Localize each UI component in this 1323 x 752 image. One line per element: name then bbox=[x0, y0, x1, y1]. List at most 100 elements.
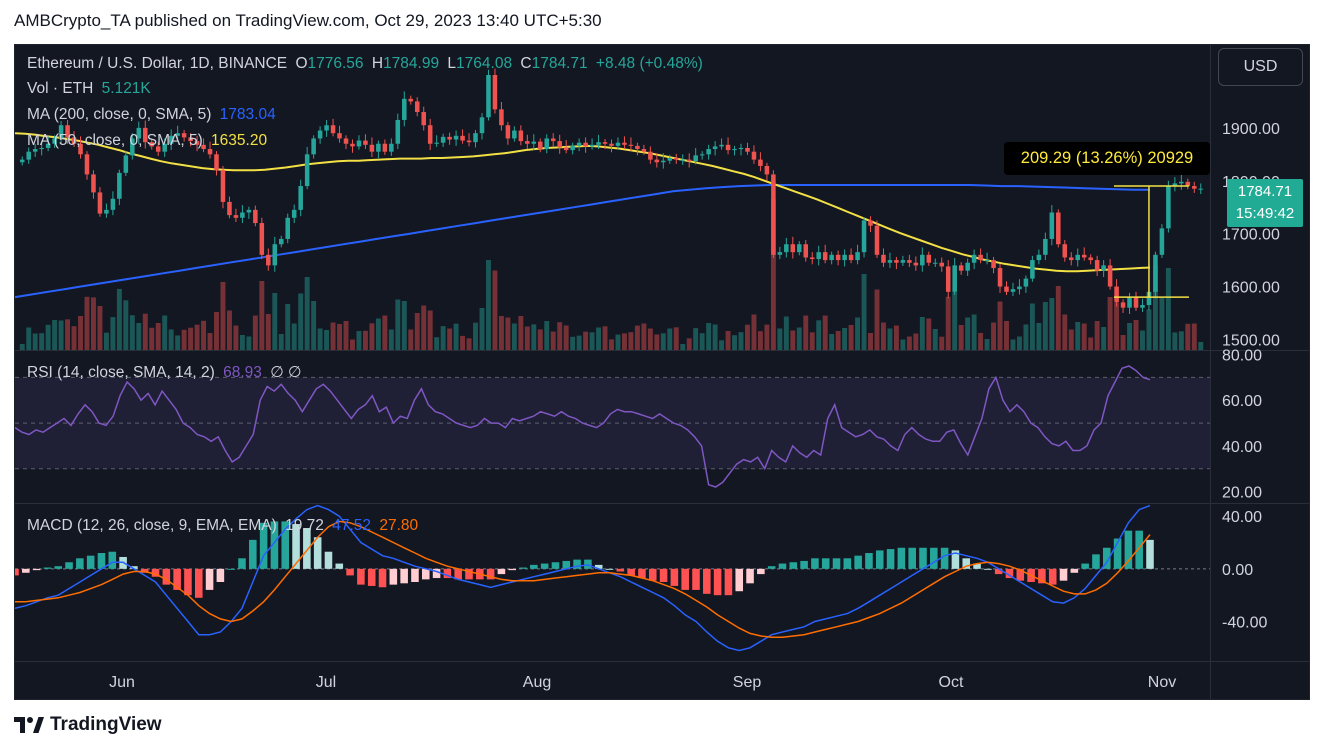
volume-bar bbox=[375, 318, 381, 350]
candle-body bbox=[965, 262, 970, 271]
volume-bar bbox=[861, 274, 867, 350]
candle-body bbox=[1030, 260, 1035, 279]
chart-frame[interactable]: 1900.001800.001700.001600.001500.0080.00… bbox=[14, 44, 1310, 700]
candle-body bbox=[900, 260, 906, 263]
candle-body bbox=[1062, 244, 1068, 258]
volume-bar bbox=[906, 336, 912, 350]
macd-histogram-bar bbox=[324, 551, 333, 569]
macd-histogram-bar bbox=[76, 558, 84, 569]
volume-bar bbox=[842, 328, 848, 350]
candle-body bbox=[758, 159, 763, 166]
candle-body bbox=[784, 244, 789, 253]
macd-histogram-bar bbox=[930, 547, 938, 569]
candle-body bbox=[725, 144, 731, 151]
candle-body bbox=[220, 170, 226, 202]
macd-histogram-bar bbox=[1081, 563, 1089, 569]
ma50-label: MA (50, close, 0, SMA, 5) bbox=[27, 132, 203, 149]
candle-body bbox=[693, 155, 698, 162]
macd-histogram-bar bbox=[692, 568, 700, 590]
currency-button[interactable]: USD bbox=[1218, 48, 1303, 86]
candle-body bbox=[1056, 212, 1061, 245]
candle-body bbox=[1023, 278, 1029, 287]
volume-bar bbox=[777, 328, 783, 350]
candle-body bbox=[65, 125, 70, 138]
volume-bar bbox=[486, 260, 491, 350]
candle-body bbox=[829, 254, 834, 261]
volume-bar bbox=[958, 325, 964, 350]
volume-bar bbox=[602, 326, 608, 350]
macd-histogram-bar bbox=[227, 568, 235, 570]
candle-body bbox=[1133, 297, 1139, 308]
ma50-line bbox=[15, 132, 1151, 273]
candle-body bbox=[52, 138, 57, 144]
volume-bar bbox=[874, 289, 880, 350]
tradingview-logo[interactable]: TradingView bbox=[14, 714, 162, 736]
macd-histogram-bar bbox=[540, 563, 549, 569]
candle-body bbox=[499, 109, 504, 126]
macd-histogram-bar bbox=[670, 568, 679, 586]
candle-body bbox=[71, 137, 77, 144]
candle-body bbox=[427, 125, 433, 144]
volume-bar bbox=[1107, 297, 1113, 350]
volume-bar bbox=[952, 292, 958, 350]
candle-body bbox=[337, 133, 342, 139]
macd-histogram-bar bbox=[1070, 568, 1079, 573]
macd-legend: MACD (12, 26, close, 9, EMA, EMA) 19.72 … bbox=[27, 517, 422, 535]
macd-histogram-bar bbox=[703, 568, 711, 594]
macd-histogram-bar bbox=[238, 558, 246, 569]
macd-histogram-bar bbox=[86, 555, 95, 569]
rsi-value: 68.93 bbox=[223, 364, 262, 381]
candle-body bbox=[667, 158, 673, 161]
rsi-line bbox=[15, 365, 1151, 488]
macd-histogram-bar bbox=[205, 568, 214, 590]
signal-line bbox=[15, 520, 1151, 639]
volume-bar bbox=[686, 338, 692, 350]
macd-histogram-bar bbox=[43, 567, 52, 569]
candle-body bbox=[745, 147, 750, 152]
volume-bar bbox=[887, 328, 893, 350]
volume-bar bbox=[32, 333, 38, 350]
candle-body bbox=[706, 149, 711, 155]
volume-bar bbox=[673, 327, 679, 350]
candle-body bbox=[777, 252, 783, 255]
volume-bar bbox=[628, 332, 634, 350]
volume-bar bbox=[745, 324, 750, 350]
macd-histogram-bar bbox=[908, 547, 916, 569]
volume-bar bbox=[84, 296, 90, 350]
macd-line bbox=[15, 504, 1151, 652]
change-value: +8.48 (+0.48%) bbox=[595, 55, 703, 72]
macd-tick-label: 0.00 bbox=[1222, 562, 1253, 579]
candle-body bbox=[162, 143, 167, 152]
volume-bar bbox=[1101, 327, 1107, 350]
volume-bar bbox=[168, 329, 174, 350]
candle-body bbox=[1088, 257, 1093, 261]
macd-histogram-bar bbox=[616, 568, 625, 572]
candle-body bbox=[58, 125, 64, 139]
candle-body bbox=[149, 142, 155, 147]
candle-body bbox=[913, 262, 919, 266]
volume-bar bbox=[757, 331, 763, 350]
volume-bar bbox=[434, 337, 440, 350]
volume-bar bbox=[181, 329, 187, 350]
volume-bar bbox=[511, 323, 517, 350]
volume-bar bbox=[796, 327, 802, 350]
candle-body bbox=[97, 192, 103, 214]
volume-bar bbox=[609, 339, 614, 350]
volume-bar bbox=[408, 329, 414, 350]
candle-body bbox=[1153, 254, 1158, 292]
chart-canvas[interactable]: 1900.001800.001700.001600.001500.0080.00… bbox=[15, 45, 1310, 700]
volume-bar bbox=[615, 334, 621, 350]
volume-bar bbox=[369, 323, 375, 350]
candle-body bbox=[408, 98, 414, 102]
macd-histogram-bar bbox=[951, 550, 960, 569]
candle-body bbox=[266, 254, 271, 266]
volume-bar bbox=[576, 335, 582, 350]
volume-bar bbox=[978, 333, 984, 350]
volume-bar bbox=[589, 332, 595, 350]
macd-histogram-bar bbox=[432, 568, 441, 579]
candle-body bbox=[926, 254, 932, 263]
candle-body bbox=[933, 262, 938, 264]
candle-body bbox=[78, 143, 83, 155]
macd-histogram-bar bbox=[411, 568, 419, 582]
candle-body bbox=[596, 142, 601, 145]
